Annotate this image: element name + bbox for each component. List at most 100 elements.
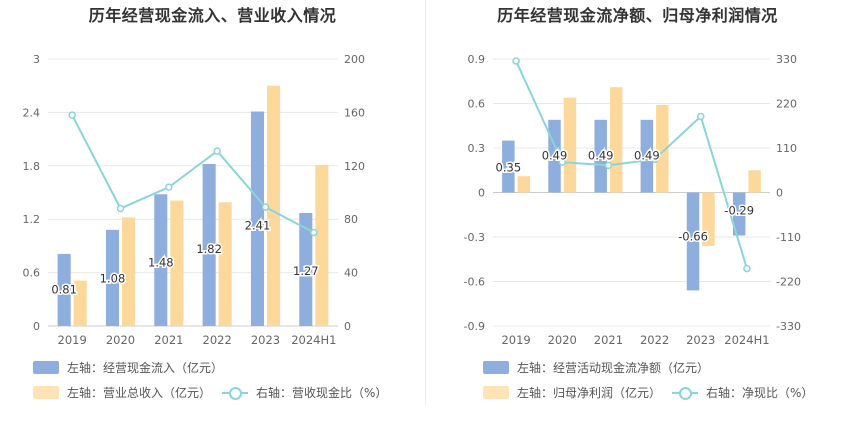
legend-label: 右轴：营收现金比（%） xyxy=(256,386,388,400)
bar-data-label: 1.08 xyxy=(100,272,126,286)
bar-revenue xyxy=(218,202,232,326)
legend-label: 左轴：营业总收入（亿元） xyxy=(67,386,212,400)
y-left-tick-label: 1.2 xyxy=(23,213,41,226)
x-tick-label: 2019 xyxy=(58,333,87,347)
y-right-tick-label: -110 xyxy=(776,231,801,244)
bar-revenue xyxy=(122,217,136,326)
bar-revenue xyxy=(315,164,329,326)
bar-data-label: -0.66 xyxy=(678,230,708,244)
bar-net-profit xyxy=(748,170,761,193)
bar-data-label: 1.27 xyxy=(293,264,319,278)
bar-cash-inflow xyxy=(299,212,313,326)
x-tick-label: 2023 xyxy=(686,333,715,347)
bar-cash-inflow xyxy=(57,253,71,326)
chart-svg: 0 0.6 1.2 1.8 2.4 3 0 40 80 120 160 200 2019 2020 2021… xyxy=(23,53,366,347)
bar-net-profit xyxy=(563,97,577,193)
y-left-tick-label: 0 xyxy=(478,187,485,200)
y-left-tick-label: 1.8 xyxy=(23,160,41,173)
y-right-tick-label: 160 xyxy=(344,106,365,119)
ratio-point xyxy=(604,161,613,170)
x-tick-label: 2022 xyxy=(203,333,232,347)
legend-label: 左轴：归母净利润（亿元） xyxy=(517,386,662,400)
ratio-point xyxy=(213,147,221,155)
ratio-line xyxy=(515,60,748,269)
ratio-point xyxy=(650,155,659,164)
y-right-tick-label: 200 xyxy=(344,53,365,66)
legend-item-net-profit[interactable]: 左轴：归母净利润（亿元） xyxy=(483,384,661,401)
bar-data-label: 0.81 xyxy=(51,283,77,297)
y-left-tick-label: -0.9 xyxy=(464,320,485,333)
bar-revenue xyxy=(267,85,281,326)
chart-panel-netcash-profit: 历年经营现金流净额、归母净利润情况 0.9 0.6 0.3 0 -0.3 -0.6 -0.9… xyxy=(425,0,850,437)
y-right-tick-label: 0 xyxy=(344,320,351,333)
y-right-tick-label: 40 xyxy=(344,267,358,280)
legend-swatch xyxy=(483,361,509,374)
x-tick-label: 2023 xyxy=(251,333,280,347)
y-right-tick-label: -220 xyxy=(776,276,801,289)
panel-divider xyxy=(425,0,426,405)
x-tick-label: 2024H1 xyxy=(291,333,336,347)
chart-title: 历年经营现金流入、营业收入情况 xyxy=(88,6,337,25)
y-left-tick-label: 0.3 xyxy=(468,142,486,155)
chart-title: 历年经营现金流净额、归母净利润情况 xyxy=(497,6,778,25)
bar-data-label: 0.49 xyxy=(542,149,568,163)
y-left-tick-label: 0.6 xyxy=(23,267,41,280)
y-right-tick-label: 110 xyxy=(776,142,797,155)
y-right-tick-label: 120 xyxy=(344,160,365,173)
y-left-tick-label: 0 xyxy=(33,320,40,333)
x-tick-label: 2024H1 xyxy=(724,333,769,347)
ratio-point xyxy=(558,158,566,166)
legend-swatch xyxy=(33,361,59,374)
bar-data-label: 2.41 xyxy=(245,218,271,232)
bar-data-label: 0.49 xyxy=(588,149,614,163)
ratio-point xyxy=(743,264,751,273)
bar-revenue xyxy=(170,200,184,326)
legend-line-icon xyxy=(672,386,698,400)
x-tick-label: 2019 xyxy=(501,333,530,347)
legend-item-cash-inflow[interactable]: 左轴：经营现金流入（亿元） xyxy=(33,359,223,376)
bar-revenue xyxy=(73,280,87,326)
legend-item-net-cash[interactable]: 左轴：经营活动现金流净额（亿元） xyxy=(483,359,709,376)
y-left-tick-label: -0.3 xyxy=(464,231,485,244)
bar-net-cash xyxy=(640,119,654,193)
y-right-tick-label: 80 xyxy=(344,213,358,226)
y-right-tick-label: -330 xyxy=(776,320,801,333)
bar-net-cash xyxy=(686,192,700,291)
legend-label: 右轴：净现比（%） xyxy=(706,386,814,400)
bar-data-label: -0.29 xyxy=(724,204,754,218)
y-left-tick-label: 0.9 xyxy=(468,53,486,66)
ratio-point xyxy=(310,228,318,237)
bar-cash-inflow xyxy=(154,194,168,326)
ratio-point xyxy=(68,111,76,119)
ratio-point xyxy=(697,112,705,121)
legend-item-ratio[interactable]: 右轴：营收现金比（%） xyxy=(222,384,387,401)
legend-label: 左轴：经营活动现金流净额（亿元） xyxy=(517,361,710,375)
chart-svg: 0.9 0.6 0.3 0 -0.3 -0.6 -0.9 330 220 110 0 -110 -220… xyxy=(464,53,801,347)
ratio-point xyxy=(261,203,270,211)
legend-swatch xyxy=(33,386,59,399)
bar-cash-inflow xyxy=(202,164,216,326)
ratio-point xyxy=(165,183,173,191)
y-left-tick-label: 3 xyxy=(33,53,40,66)
bar-cash-inflow xyxy=(250,111,264,326)
legend-item-net-ratio[interactable]: 右轴：净现比（%） xyxy=(672,384,813,401)
legend-item-revenue[interactable]: 左轴：营业总收入（亿元） xyxy=(33,384,211,401)
y-left-tick-label: -0.6 xyxy=(464,276,485,289)
bar-net-profit xyxy=(609,87,623,193)
bar-data-label: 1.82 xyxy=(196,242,222,256)
y-right-tick-label: 330 xyxy=(776,53,797,66)
bar-data-label: 0.35 xyxy=(496,161,522,175)
bar-net-profit xyxy=(656,104,669,193)
chart-panel-cashflow-revenue: 历年经营现金流入、营业收入情况 0 0.6 1.2 1.8 2.4 3 0 40 80 120 16… xyxy=(23,6,388,401)
bar-net-cash xyxy=(732,192,746,236)
bar-data-label: 1.48 xyxy=(148,256,174,270)
bar-net-cash xyxy=(594,119,607,193)
x-tick-label: 2020 xyxy=(106,333,135,347)
y-left-tick-label: 0.6 xyxy=(468,98,486,111)
x-tick-label: 2020 xyxy=(548,333,577,347)
legend-swatch xyxy=(483,386,509,399)
bar-net-cash xyxy=(502,140,515,193)
bar-net-profit xyxy=(702,192,715,246)
y-left-tick-label: 2.4 xyxy=(23,106,41,119)
bar-cash-inflow xyxy=(105,229,119,326)
